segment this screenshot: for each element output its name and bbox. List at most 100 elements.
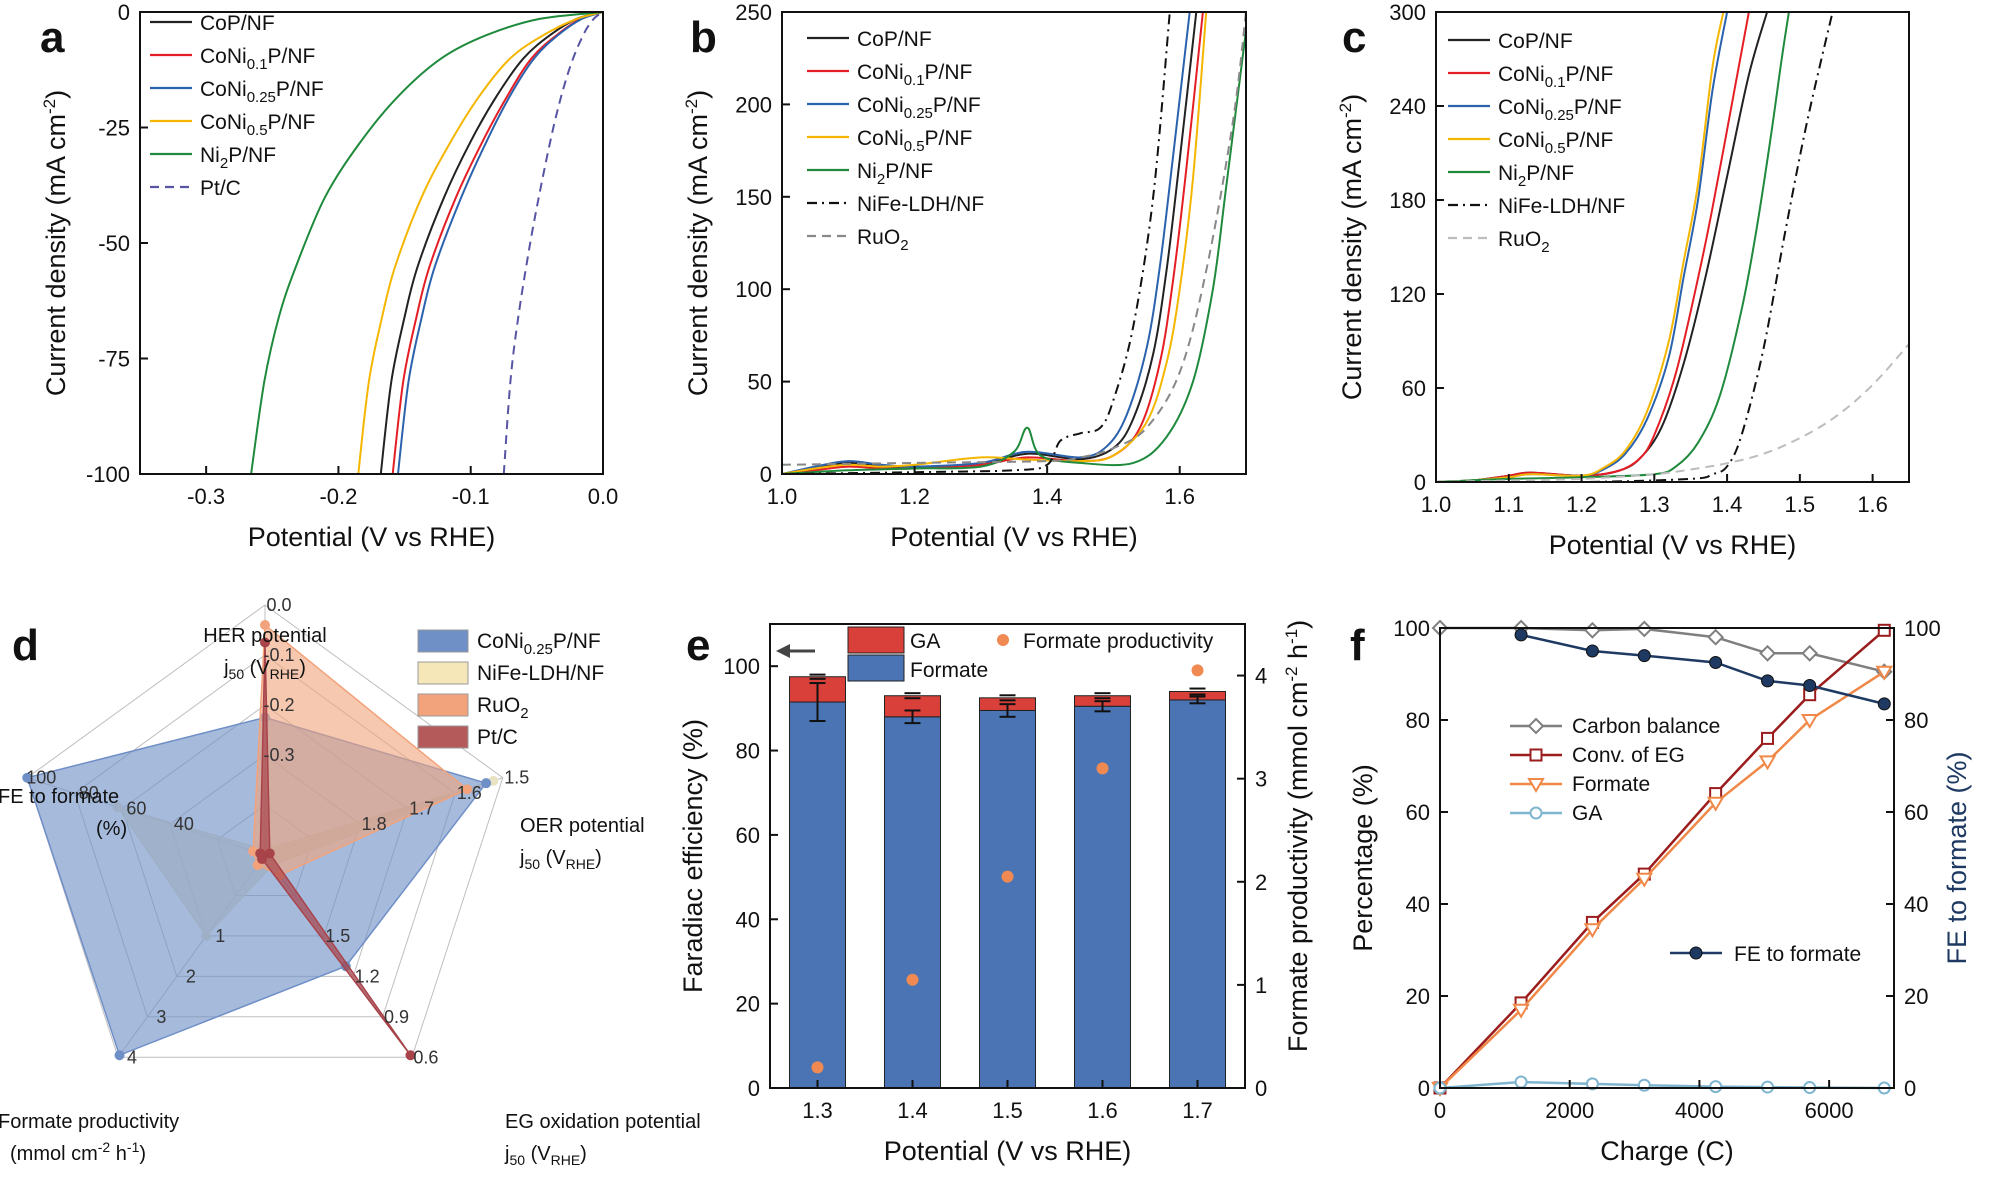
x-tick-label: 0.0: [588, 484, 619, 509]
legend-label: CoP/NF: [1498, 30, 1573, 53]
y-tick-label: 120: [1389, 282, 1426, 307]
series-marker-2: [1758, 755, 1777, 771]
legend-label-sub: 0.1: [247, 56, 268, 73]
x-tick-label: 1.0: [1421, 492, 1452, 517]
x-tick-label: 1.6: [1164, 484, 1195, 509]
panel-a-hER-polarization: -0.3 -0.2 -0.1 0.0 0 -25 -50 -75 -100 Potential (…: [40, 0, 618, 552]
radar-tick-label: 40: [174, 814, 194, 834]
legend-label-text: CoNi: [200, 78, 247, 101]
y-label-end: ): [683, 90, 713, 99]
x-tick-label: 1.0: [767, 484, 798, 509]
radar-vertex-1: [22, 772, 33, 783]
y-tick-label: 200: [735, 92, 772, 117]
radar-sub-sup: -2: [98, 1139, 111, 1155]
x-tick-label: -0.1: [452, 484, 490, 509]
legend-label-sub: 0.1: [1545, 74, 1566, 91]
curve-NiFe: [1436, 12, 1834, 482]
x-tick-label: 1.4: [1712, 492, 1743, 517]
radar-tick-label: 1.5: [325, 926, 350, 946]
legend-label-post: P/NF: [1526, 162, 1574, 185]
radar-ring-4: [26, 604, 504, 1058]
x-tick-label: 1.5: [992, 1098, 1023, 1123]
legend-label-sub: 0.5: [247, 122, 268, 139]
series-marker-2: [1706, 796, 1725, 812]
legend-label-text: NiFe-LDH/NF: [857, 193, 984, 216]
y2-tick-label: 1: [1255, 973, 1267, 998]
x-axis-label: Potential (V vs RHE): [890, 522, 1138, 552]
radar-vertex-2: [462, 784, 473, 795]
radar-tick-label: 100: [26, 768, 56, 788]
y-tick-label: 0: [1414, 470, 1426, 495]
y2-tick-label: 0: [1904, 1076, 1916, 1101]
panel-label: b: [690, 13, 717, 62]
y-tick-label: 60: [1406, 800, 1430, 825]
y2-axis-label: Formate productivity (mmol cm-2 h-1): [1282, 620, 1313, 1052]
radar-sub-sub: 50: [229, 666, 245, 682]
legend-label-sub: 2: [220, 155, 228, 172]
y2-tick-label: 60: [1904, 800, 1928, 825]
legend-label-post: P/NF: [268, 45, 316, 68]
radar-tick-label: 1.7: [409, 799, 434, 819]
radar-tick-label: 0.6: [413, 1047, 438, 1067]
series-marker-4: [1709, 656, 1723, 669]
legend-label: GA: [910, 630, 940, 653]
y-label-text: Current density (mA cm: [1337, 118, 1367, 400]
curve-CoNi025: [782, 12, 1191, 474]
x-tick-label: -0.3: [187, 484, 225, 509]
x-tick-label: 1.4: [897, 1098, 928, 1123]
legend-label: Conv. of EG: [1572, 744, 1685, 767]
legend-swatch-productivity: [997, 634, 1009, 646]
radar-axis-title: EG oxidation potential: [505, 1111, 701, 1133]
x-axis-label: Potential (V vs RHE): [884, 1136, 1132, 1166]
radar-vertex-1: [481, 778, 492, 789]
y2-label-sup: -2: [1282, 666, 1301, 681]
series-marker-3: [1585, 1077, 1599, 1091]
y-tick-label: 80: [1406, 708, 1430, 733]
x-axis-label: Potential (V vs RHE): [1549, 530, 1797, 560]
y2-tick-label: 100: [1904, 616, 1941, 641]
legend-label-sub: 0.25: [904, 105, 933, 122]
series-marker-4: [1637, 649, 1651, 663]
y-tick-label: 0: [760, 462, 772, 487]
radar-sub-sub: 50: [524, 856, 540, 872]
radar-tick-label: 2: [186, 966, 196, 986]
series-marker-2: [1583, 923, 1602, 939]
productivity-point: [1001, 870, 1014, 883]
legend-label-post: P/NF: [276, 78, 324, 101]
panel-d-radar-chart: 0.0-0.1-0.2-0.31.51.61.71.80.60.91.21.54…: [0, 595, 701, 1168]
y2-tick-label: 3: [1255, 767, 1267, 792]
legend-label: Pt/C: [477, 726, 518, 749]
legend-label: NiFe-LDH/NF: [1498, 195, 1625, 218]
legend-label: RuO2: [1498, 228, 1550, 256]
legend-label-text: CoNi: [477, 630, 524, 653]
legend-label-text: CoP/NF: [200, 12, 275, 35]
radar-sub-end: h: [110, 1143, 127, 1165]
legend-label-text: CoNi: [1498, 96, 1545, 119]
radar-sub-sub2: RHE: [270, 666, 300, 682]
y-tick-label: 40: [1406, 892, 1430, 917]
radar-axis-subtitle: j50 (VRHE): [223, 657, 306, 682]
y2-tick-label: 20: [1904, 984, 1928, 1009]
curve-PtC: [502, 12, 603, 474]
series-group: [250, 12, 603, 474]
radar-axis-title: FE to formate: [0, 786, 119, 808]
panel-c-eg-oxidation-polarization: 1.0 1.1 1.2 1.3 1.4 1.5 1.6 0 60 120 180 240 300 Pote…: [1336, 0, 1910, 560]
legend-label-text: Ni: [1498, 162, 1518, 185]
legend-label-sub: 2: [1518, 173, 1526, 190]
legend-label: Ni2P/NF: [857, 160, 933, 188]
productivity-point: [811, 1061, 824, 1074]
legend-label-text: CoNi: [857, 61, 904, 84]
radar-axis-subtitle: (%): [96, 818, 127, 840]
panel-label: e: [686, 621, 710, 670]
legend-label-post: P/NF: [1574, 96, 1622, 119]
panel-label: f: [1350, 621, 1365, 670]
series-marker-2: [1875, 665, 1894, 681]
legend-label: Formate: [1572, 773, 1650, 796]
y-axis-label: Current density (mA cm-2): [40, 90, 71, 396]
radar-sub-end2: ): [139, 1143, 146, 1165]
radar-sub-sup2: -1: [127, 1139, 140, 1155]
legend-swatch: [417, 725, 469, 749]
legend-label-post: P/NF: [933, 94, 981, 117]
series-marker-1: [1761, 731, 1775, 745]
legend-label-post: P/NF: [1566, 129, 1614, 152]
